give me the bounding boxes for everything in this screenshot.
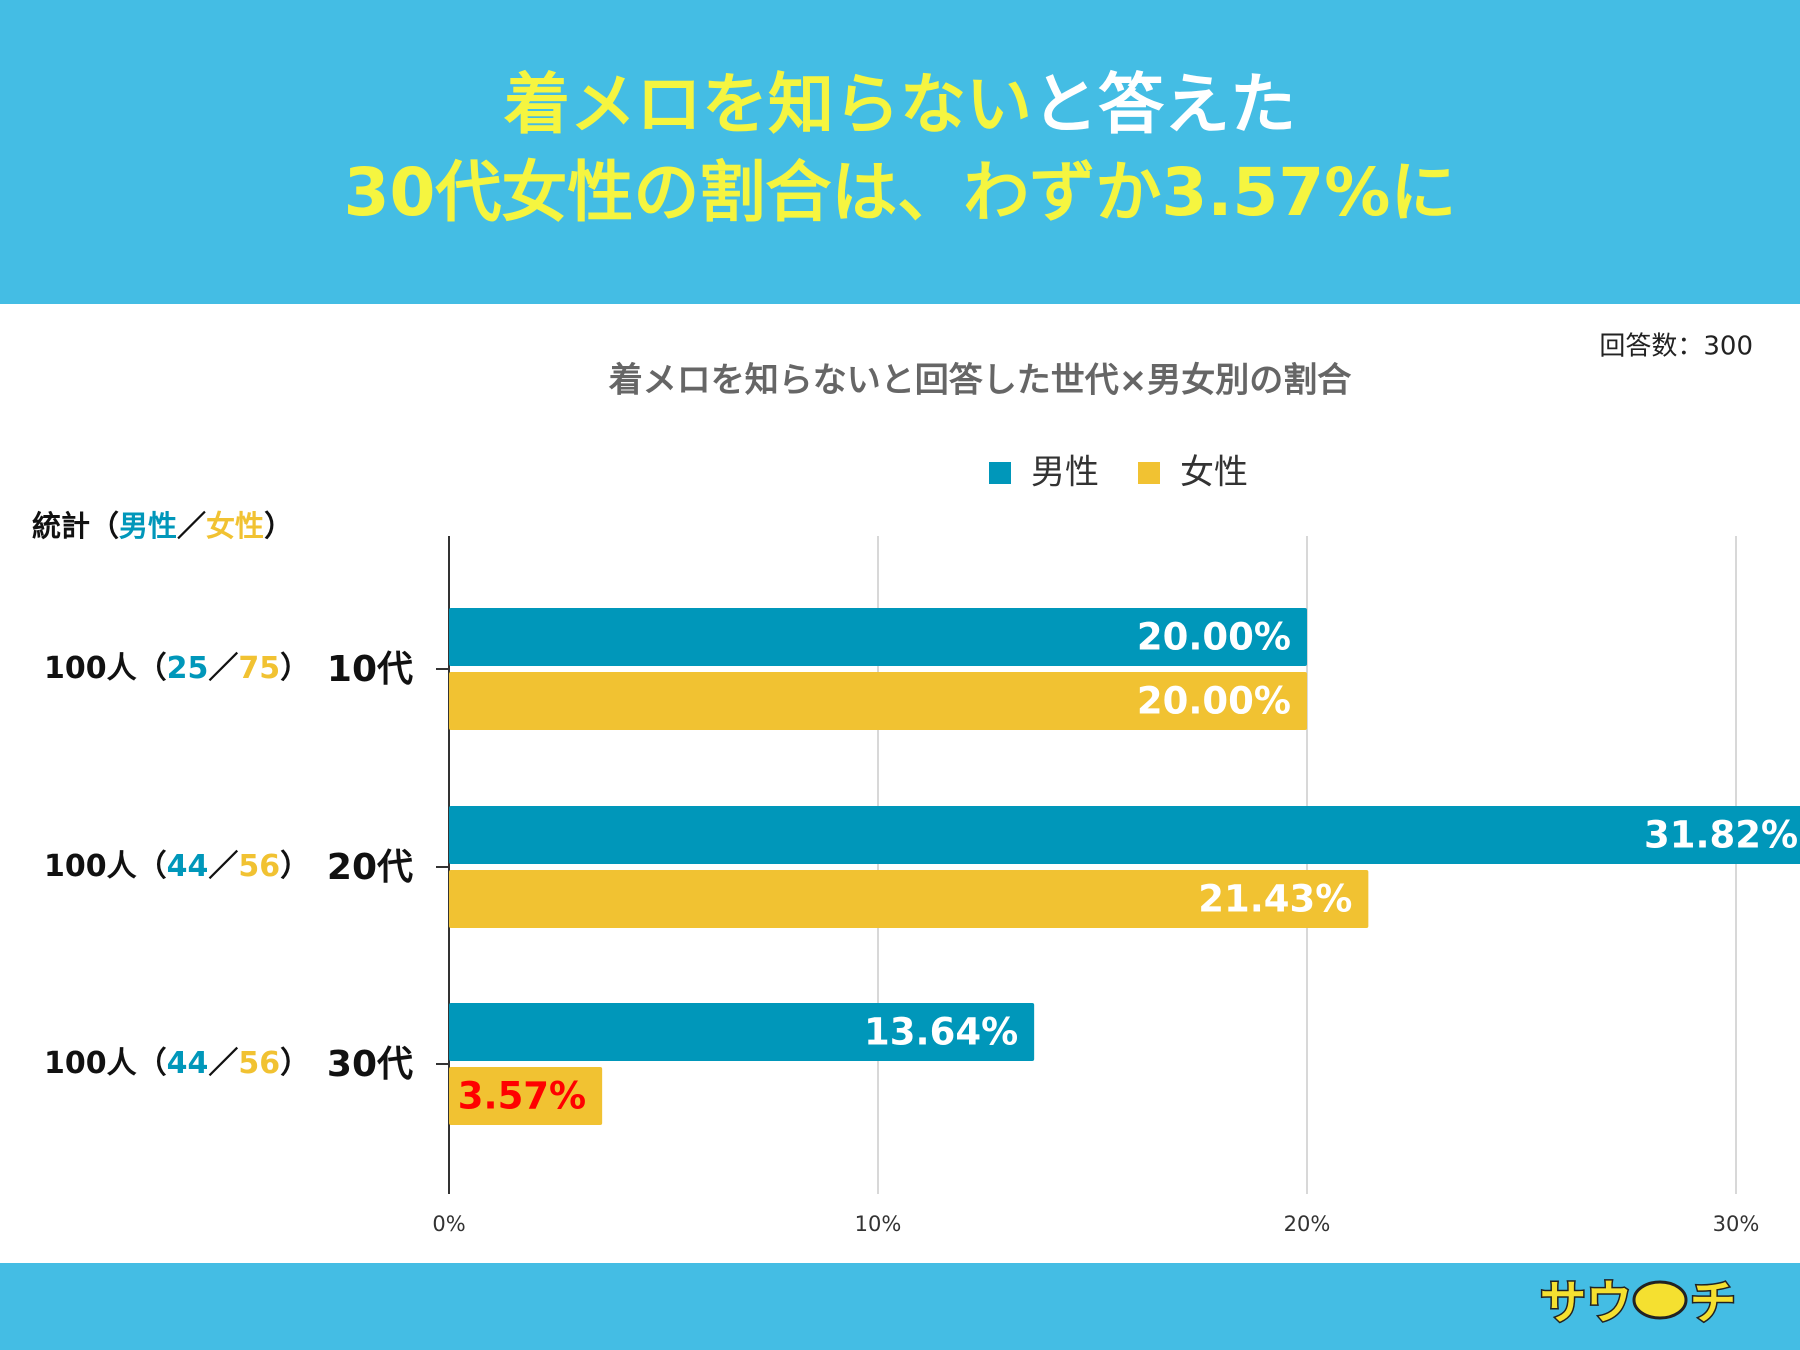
stats-part: ／ bbox=[208, 849, 238, 884]
stats-part: ／ bbox=[208, 1046, 238, 1081]
header-band bbox=[0, 0, 1800, 304]
stats-part: 100人（ bbox=[44, 1046, 167, 1081]
stats-part: 56 bbox=[238, 849, 280, 884]
x-tick-label: 30% bbox=[1713, 1212, 1760, 1236]
headline-line2: 30代女性の割合は、わずか3.57%に bbox=[344, 154, 1457, 231]
stats-part: 100人（ bbox=[44, 651, 167, 686]
stats-part: 44 bbox=[167, 849, 209, 884]
stats-part: 25 bbox=[167, 651, 209, 686]
y-tick-label: 20代 bbox=[327, 847, 413, 888]
value-label: 13.64% bbox=[864, 1011, 1018, 1054]
stats-part: 100人（ bbox=[44, 849, 167, 884]
y-tick-label: 30代 bbox=[327, 1044, 413, 1085]
stats-part: ） bbox=[280, 1046, 310, 1081]
stats-part: 56 bbox=[238, 1046, 280, 1081]
value-label: 31.82% bbox=[1644, 814, 1798, 857]
x-tick-label: 20% bbox=[1284, 1212, 1331, 1236]
bar bbox=[449, 870, 1369, 928]
stats-row: 100人（44／56） bbox=[44, 1046, 310, 1081]
value-label: 20.00% bbox=[1137, 616, 1291, 659]
stats-part: ／ bbox=[208, 651, 238, 686]
legend-swatch bbox=[1138, 462, 1160, 484]
value-label: 20.00% bbox=[1137, 680, 1291, 723]
x-tick-label: 0% bbox=[432, 1212, 465, 1236]
stats-header-part: ） bbox=[264, 509, 293, 543]
chart-title: 着メロを知らないと回答した世代×男女別の割合 bbox=[608, 361, 1352, 401]
headline-line1: 着メロを知らないと答えた bbox=[504, 66, 1296, 143]
legend-label: 男性 bbox=[1031, 453, 1099, 493]
logo-text: チ bbox=[1690, 1276, 1736, 1330]
stats-part: ） bbox=[280, 651, 310, 686]
bar bbox=[449, 1067, 603, 1125]
stats-header-part: ／ bbox=[177, 509, 206, 543]
stats-row: 100人（25／75） bbox=[44, 651, 310, 686]
x-tick-label: 10% bbox=[855, 1212, 902, 1236]
legend-label: 女性 bbox=[1180, 453, 1248, 493]
y-tick-label: 10代 bbox=[327, 649, 413, 690]
stats-row: 100人（44／56） bbox=[44, 849, 310, 884]
bar bbox=[449, 806, 1800, 864]
footer-band bbox=[0, 1263, 1800, 1350]
logo-text: サウ bbox=[1540, 1276, 1632, 1330]
stats-header-part: 男性 bbox=[119, 509, 177, 543]
bar bbox=[449, 672, 1307, 730]
headline-part: と答えた bbox=[1032, 66, 1296, 143]
stats-header-part: 統計（ bbox=[32, 509, 119, 543]
stats-part: 44 bbox=[167, 1046, 209, 1081]
bar bbox=[449, 608, 1307, 666]
logo-icon bbox=[1632, 1280, 1688, 1320]
value-label: 21.43% bbox=[1198, 878, 1352, 921]
bar bbox=[449, 1003, 1035, 1061]
headline-part: 着メロを知らない bbox=[504, 66, 1032, 143]
stats-part: ） bbox=[280, 849, 310, 884]
stats-header-part: 女性 bbox=[206, 509, 264, 543]
note: 回答数：300 bbox=[1599, 332, 1753, 362]
legend-swatch bbox=[989, 462, 1011, 484]
stats-part: 75 bbox=[238, 651, 280, 686]
stats-header: 統計（男性／女性） bbox=[32, 509, 293, 543]
value-label: 3.57% bbox=[458, 1075, 586, 1118]
